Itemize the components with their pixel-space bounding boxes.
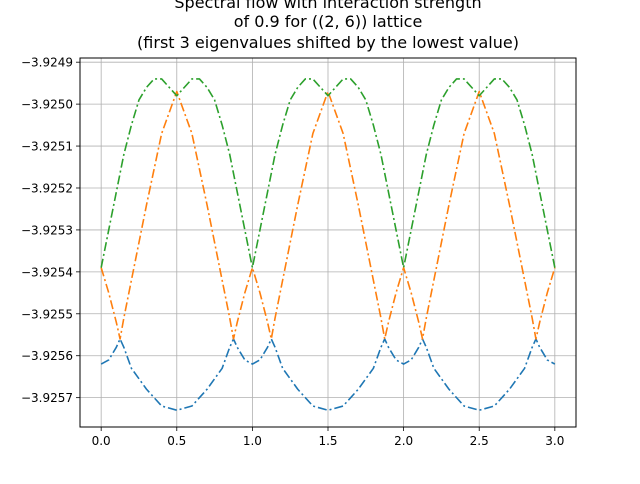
- x-tick-label: 1.5: [318, 434, 337, 448]
- y-tick-label: −3.9249: [21, 56, 73, 70]
- y-tick-label: −3.9256: [21, 349, 73, 363]
- axes: 0.0 0.5 1.0 1.5 2.0 2.5 3.0 −3.9257 −3.9256 −3.92…: [21, 56, 564, 448]
- series-line-2: [100, 90, 556, 340]
- y-tick-label: −3.9250: [21, 98, 73, 112]
- chart-title-line-2: of 0.9 for ((2, 6)) lattice: [234, 12, 423, 31]
- y-tick-label: −3.9254: [21, 265, 73, 279]
- series-group: [100, 78, 556, 412]
- x-tick-label: 1.0: [243, 434, 262, 448]
- series-line-3: [100, 78, 556, 269]
- x-tick-label: 0.5: [167, 434, 186, 448]
- x-tick-label: 2.5: [470, 434, 489, 448]
- x-tick-label: 0.0: [92, 434, 111, 448]
- y-tick-label: −3.9252: [21, 181, 73, 195]
- y-tick-label: −3.9253: [21, 223, 73, 237]
- chart-title-line-1: Spectral flow with interaction strength: [174, 0, 481, 12]
- chart-title-line-3: (first 3 eigenvalues shifted by the lowe…: [137, 33, 519, 52]
- y-tick-label: −3.9251: [21, 140, 73, 154]
- x-tick-label: 2.0: [394, 434, 413, 448]
- plot-frame: [79, 57, 577, 428]
- x-tick-label: 3.0: [545, 434, 564, 448]
- y-tick-label: −3.9257: [21, 391, 73, 405]
- grid: [80, 58, 576, 427]
- y-tick-label: −3.9255: [21, 307, 73, 321]
